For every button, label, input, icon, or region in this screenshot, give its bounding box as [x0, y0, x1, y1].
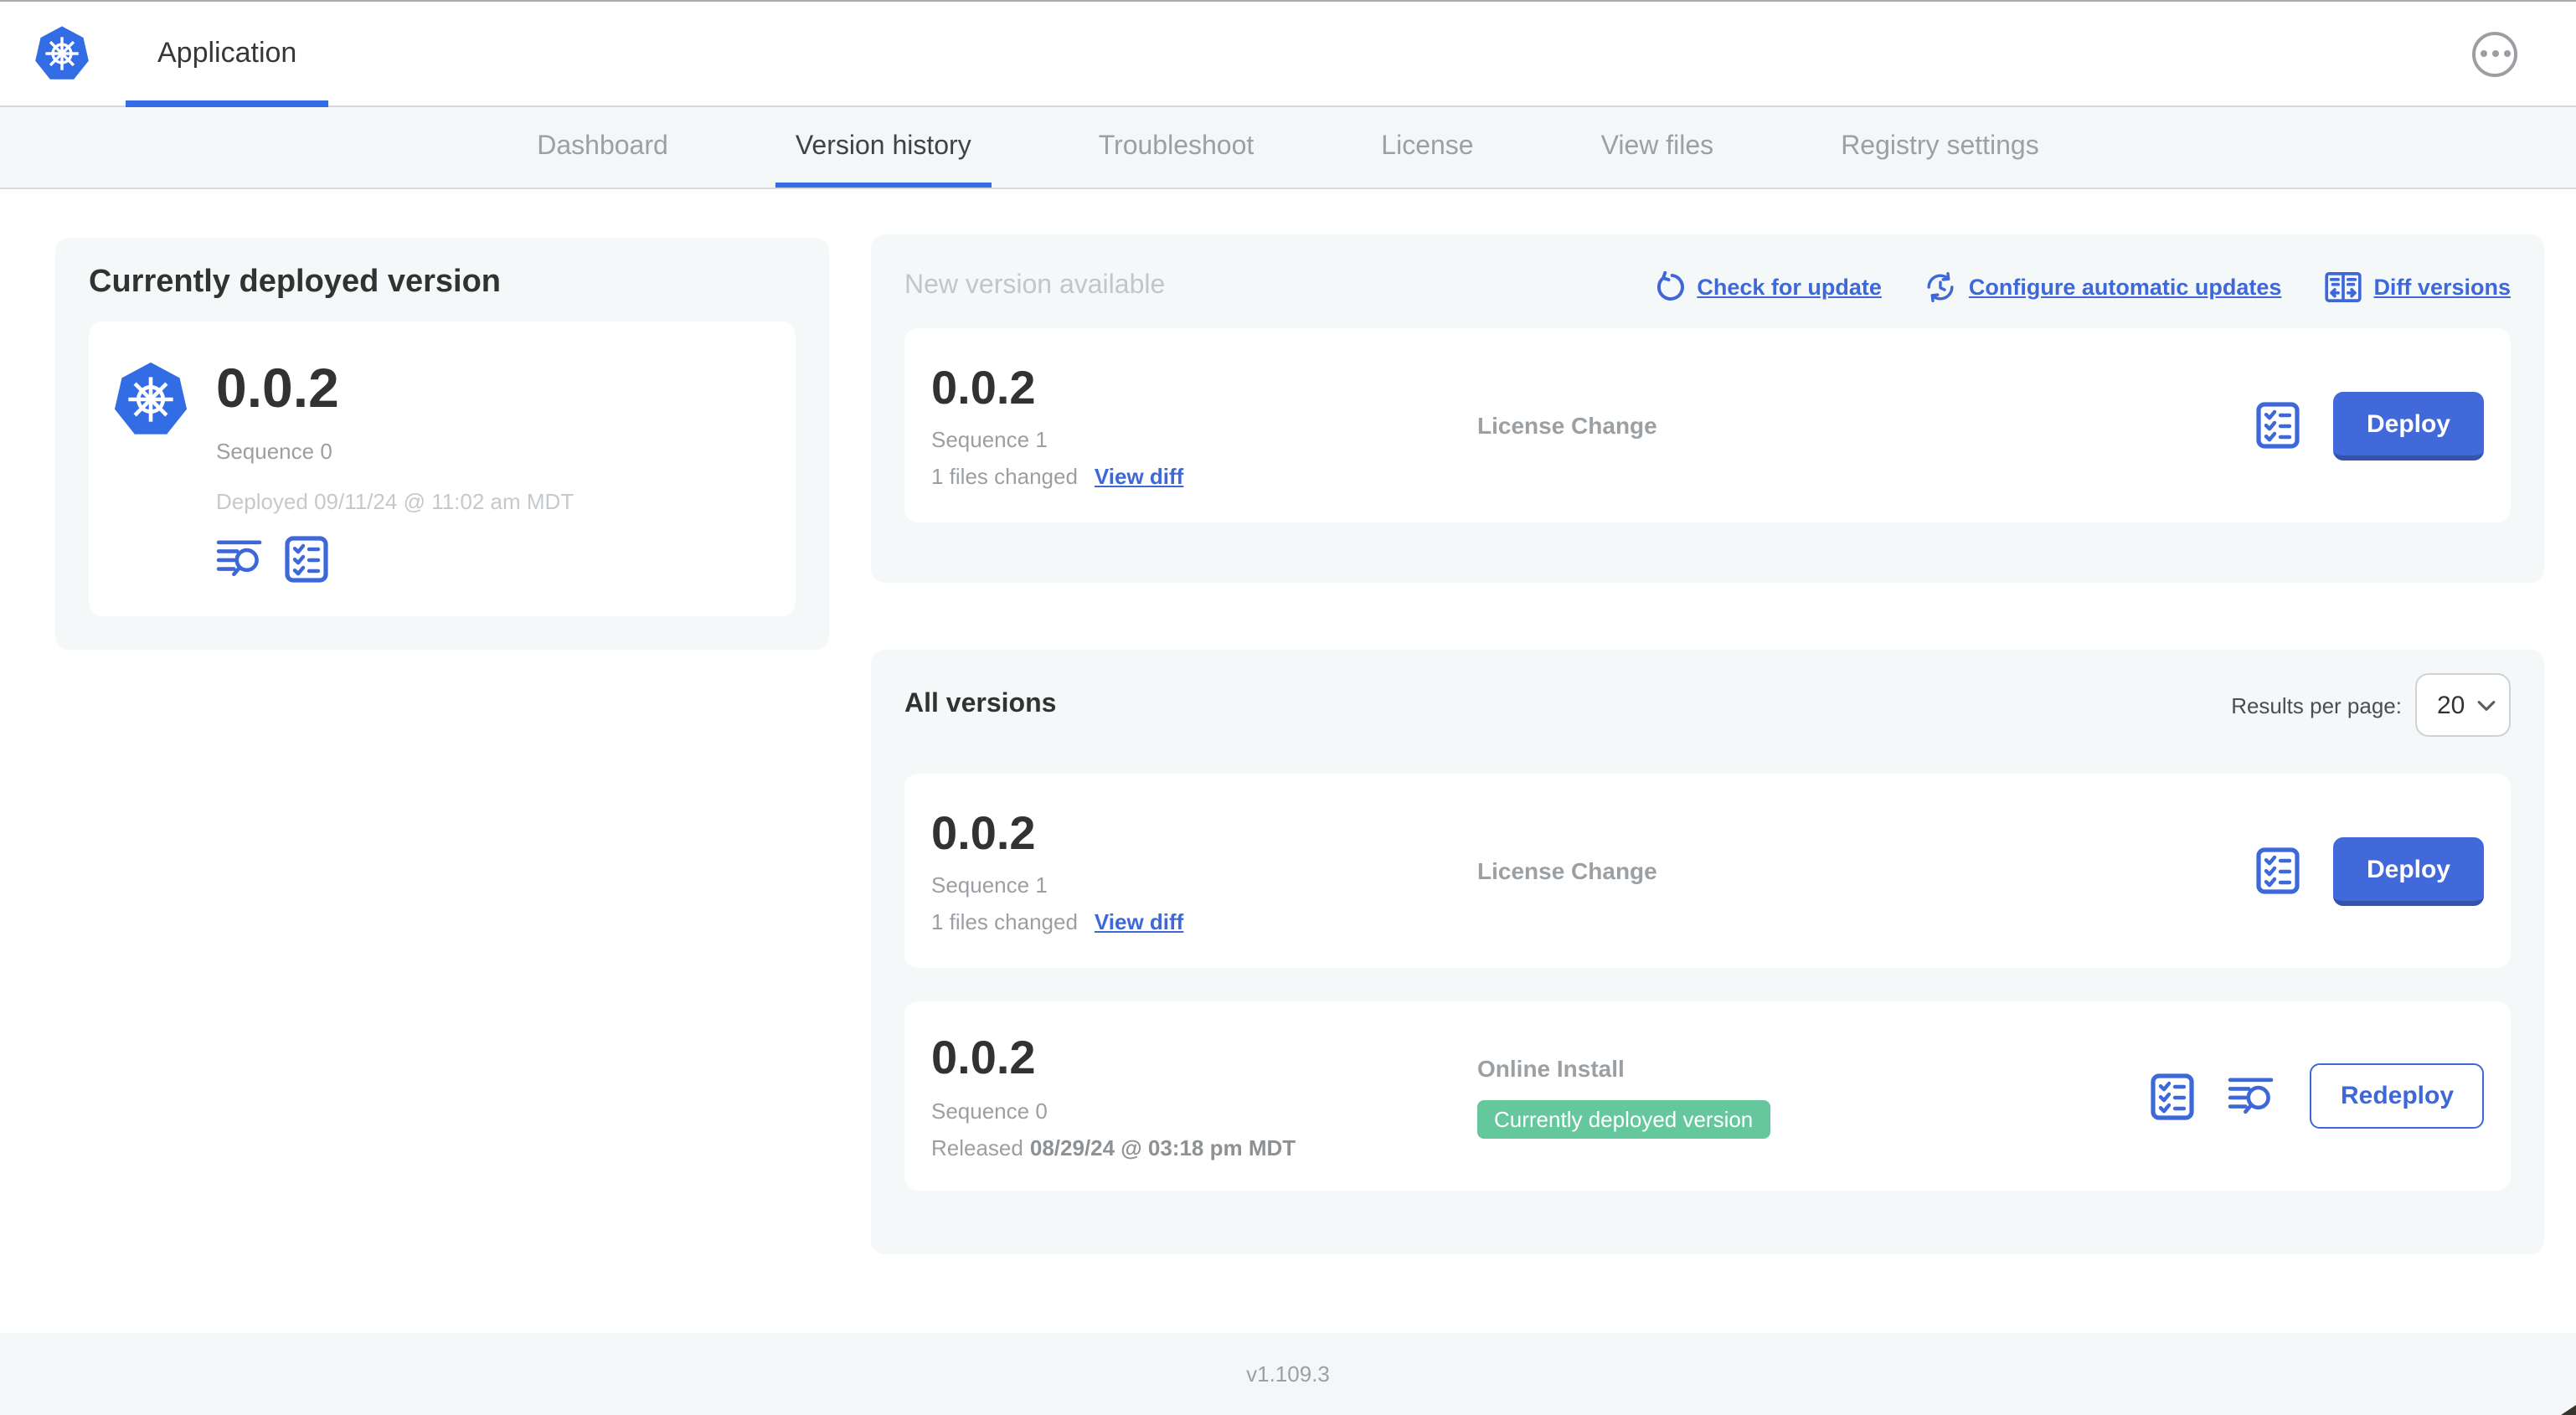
app-footer: v1.109.3 — [0, 1333, 2576, 1415]
tab-license[interactable]: License — [1381, 132, 1474, 161]
version-label: 0.0.2 — [931, 806, 1036, 859]
results-per-page: Results per page: 20 — [2231, 673, 2511, 737]
deploy-button[interactable]: Deploy — [2332, 836, 2484, 905]
new-version-title: New version available — [904, 271, 1166, 300]
view-deploy-logs-button[interactable] — [2228, 1076, 2277, 1116]
version-info: 0.0.2 Sequence 1 1 files changed View di… — [931, 362, 1477, 489]
deployed-icon-actions — [216, 536, 574, 583]
version-info: 0.0.2 Sequence 0 Released 08/29/24 @ 03:1… — [931, 1032, 1477, 1160]
source-label: Online Install — [1477, 1054, 1625, 1081]
app-subnav: Dashboard Version history Troubleshoot L… — [0, 107, 2576, 189]
refresh-icon — [1657, 270, 1685, 300]
configure-automatic-updates-link[interactable]: Configure automatic updates — [1925, 270, 2281, 302]
checklist-icon — [2151, 1073, 2195, 1119]
version-label: 0.0.2 — [931, 1032, 1036, 1084]
checklist-icon — [2256, 847, 2300, 894]
tab-troubleshoot[interactable]: Troubleshoot — [1098, 132, 1255, 161]
all-versions-section: All versions Results per page: 20 — [871, 650, 2544, 1254]
version-label: 0.0.2 — [931, 361, 1036, 414]
version-actions: Redeploy — [2151, 1063, 2484, 1129]
preflight-results-button[interactable] — [285, 536, 328, 583]
main-content: Currently deployed version 0.0.2 Sequenc… — [0, 189, 2576, 1333]
all-versions-header: All versions Results per page: 20 — [904, 673, 2511, 737]
deployed-version-card: 0.0.2 Sequence 0 Deployed 09/11/24 @ 11:… — [89, 322, 796, 616]
results-per-page-label: Results per page: — [2231, 692, 2402, 718]
more-options-button[interactable] — [2472, 31, 2517, 76]
files-changed-row: 1 files changed View diff — [931, 464, 1477, 489]
redeploy-button[interactable]: Redeploy — [2310, 1063, 2484, 1129]
tab-dashboard[interactable]: Dashboard — [537, 132, 668, 161]
app-title: Application — [157, 37, 297, 69]
new-version-card: 0.0.2 Sequence 1 1 files changed View di… — [904, 328, 2511, 522]
tab-version-history[interactable]: Version history — [775, 107, 992, 188]
preflight-results-button[interactable] — [2151, 1073, 2195, 1119]
version-actions: Deploy — [2256, 391, 2484, 460]
all-versions-title: All versions — [904, 690, 1057, 718]
deployed-sequence: Sequence 0 — [216, 439, 332, 464]
view-diff-link[interactable]: View diff — [1094, 464, 1184, 490]
currently-deployed-panel: Currently deployed version 0.0.2 Sequenc… — [55, 238, 829, 650]
active-app-tab-indicator — [126, 100, 329, 107]
results-per-page-select[interactable]: 20 — [2415, 673, 2511, 737]
deploy-button[interactable]: Deploy — [2332, 391, 2484, 460]
view-diff-link[interactable]: View diff — [1094, 909, 1184, 935]
version-source: License Change — [1477, 412, 2256, 439]
console-version: v1.109.3 — [1246, 1361, 1330, 1387]
files-changed-label: 1 files changed — [931, 909, 1078, 935]
preflight-results-button[interactable] — [2256, 847, 2300, 894]
version-history-column: New version available Check for update — [871, 234, 2544, 1254]
kubernetes-logo-icon — [33, 24, 90, 81]
source-label: License Change — [1477, 412, 1657, 439]
view-deploy-logs-button[interactable] — [216, 539, 265, 579]
files-changed-label: 1 files changed — [931, 464, 1078, 490]
version-sequence: Sequence 1 — [931, 872, 1048, 898]
released-timestamp: Released 08/29/24 @ 03:18 pm MDT — [931, 1135, 1296, 1160]
source-label: License Change — [1477, 857, 1657, 884]
new-version-section: New version available Check for update — [871, 234, 2544, 583]
deployed-timestamp: Deployed 09/11/24 @ 11:02 am MDT — [216, 489, 574, 514]
log-search-icon — [216, 539, 265, 579]
currently-deployed-badge: Currently deployed version — [1477, 1099, 1770, 1138]
log-search-icon — [2228, 1076, 2277, 1116]
tab-registry-settings[interactable]: Registry settings — [1841, 132, 2039, 161]
currently-deployed-title: Currently deployed version — [89, 265, 502, 300]
new-version-header: New version available Check for update — [904, 265, 2511, 308]
version-source: Online Install Currently deployed versio… — [1477, 1054, 2151, 1138]
clock-sync-icon — [1928, 271, 1955, 301]
deployed-version-details: 0.0.2 Sequence 0 Deployed 09/11/24 @ 11:… — [216, 355, 574, 583]
version-actions: Deploy — [2256, 836, 2484, 905]
checklist-icon — [285, 536, 328, 583]
version-row: 0.0.2 Sequence 1 1 files changed View di… — [904, 774, 2511, 968]
app-icon — [112, 358, 189, 440]
version-source: License Change — [1477, 857, 2256, 884]
deployed-version-label: 0.0.2 — [216, 357, 339, 419]
tab-view-files[interactable]: View files — [1600, 132, 1714, 161]
diff-versions-link[interactable]: Diff versions — [2325, 270, 2511, 302]
app-header: Application — [0, 2, 2576, 107]
version-sequence: Sequence 0 — [931, 1098, 1048, 1124]
update-actions: Check for update Configure automatic upd… — [1655, 270, 2511, 302]
check-for-update-link[interactable]: Check for update — [1655, 270, 1882, 302]
preflight-results-button[interactable] — [2256, 402, 2300, 449]
version-sequence: Sequence 1 — [931, 427, 1048, 453]
split-diff-icon — [2325, 271, 2362, 301]
version-row: 0.0.2 Sequence 0 Released 08/29/24 @ 03:1… — [904, 1001, 2511, 1191]
files-changed-row: 1 files changed View diff — [931, 909, 1477, 934]
ellipsis-icon — [2480, 50, 2510, 57]
checklist-icon — [2256, 402, 2300, 449]
version-info: 0.0.2 Sequence 1 1 files changed View di… — [931, 807, 1477, 934]
app-tab[interactable]: Application — [126, 2, 329, 107]
